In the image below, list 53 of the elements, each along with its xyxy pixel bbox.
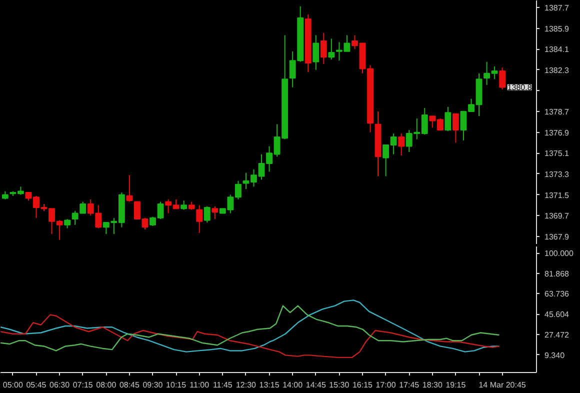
- annotation: 1380.8: [507, 83, 532, 92]
- x-tick-label: 14 Mar 20:45: [478, 380, 526, 390]
- y-tick-label: 27.472: [544, 330, 570, 340]
- x-tick-label: 11:00: [190, 380, 210, 390]
- x-tick-label: 09:30: [142, 380, 164, 390]
- y-tick-label: 1375.1: [544, 149, 570, 158]
- y-tick-label: 100.000: [544, 249, 574, 258]
- candlestick: [204, 206, 210, 224]
- x-tick-label: 15:30: [329, 380, 350, 390]
- x-tick-label: 17:45: [399, 380, 420, 390]
- y-tick-label: 9.340: [544, 350, 566, 360]
- x-tick-label: 07:15: [72, 380, 94, 390]
- x-tick-label: 14:45: [306, 380, 326, 390]
- candlestick: [126, 174, 133, 202]
- y-tick-label: 63.736: [544, 290, 570, 299]
- candlestick: [64, 218, 71, 229]
- x-tick-label: 13:15: [259, 380, 280, 390]
- x-tick-label: 11:45: [212, 380, 233, 390]
- x-tick-label: 19:15: [446, 380, 466, 390]
- y-tick-label: 1371.5: [544, 190, 570, 200]
- y-tick-label: 45.604: [544, 310, 570, 320]
- candlestick: [444, 106, 452, 132]
- x-tick-label: 16:15: [352, 380, 374, 390]
- y-tick-label: 1367.9: [544, 232, 570, 242]
- y-tick-label: 1382.3: [544, 66, 570, 75]
- x-tick-label: 14:00: [282, 380, 304, 390]
- candlestick: [196, 204, 203, 234]
- x-tick-label: 17:00: [376, 380, 396, 390]
- candlestick: [320, 32, 327, 65]
- line-series: [0, 314, 500, 358]
- x-tick-label: 10:15: [166, 380, 187, 390]
- y-tick-label: 1378.7: [544, 108, 570, 117]
- x-tick-label: 18:30: [422, 380, 443, 390]
- y-tick-label: 1376.9: [544, 128, 570, 138]
- candlestick: [212, 206, 218, 220]
- y-tick-label: 81.868: [544, 269, 570, 278]
- candlestick: [328, 38, 335, 60]
- x-tick-label: 06:30: [50, 380, 70, 390]
- x-tick-label: 05:00: [2, 380, 24, 390]
- y-tick-label: 1369.7: [544, 212, 570, 221]
- candlestick: [398, 132, 405, 156]
- candlestick: [312, 34, 320, 70]
- y-tick-label: 1387.7: [544, 3, 570, 12]
- y-tick-label: 1384.1: [544, 45, 570, 54]
- y-tick-label: 1373.3: [544, 170, 570, 179]
- candlestick: [499, 67, 506, 90]
- x-tick-label: 05:45: [26, 380, 47, 390]
- candlestick: [180, 200, 188, 210]
- y-tick-label: 1385.9: [544, 24, 570, 34]
- candlestick: [452, 113, 459, 144]
- x-tick-label: 08:00: [96, 380, 117, 390]
- x-tick-label: 08:45: [119, 380, 140, 390]
- x-tick-label: 12:30: [236, 380, 257, 390]
